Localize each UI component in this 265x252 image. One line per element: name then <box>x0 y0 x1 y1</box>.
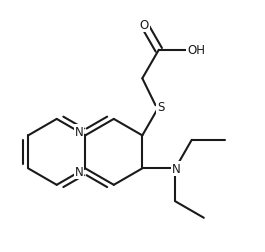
Text: O: O <box>139 19 149 32</box>
Text: N: N <box>171 162 180 175</box>
Text: N: N <box>74 126 83 139</box>
Text: N: N <box>74 166 83 179</box>
Text: S: S <box>157 101 164 114</box>
Text: OH: OH <box>187 44 205 57</box>
